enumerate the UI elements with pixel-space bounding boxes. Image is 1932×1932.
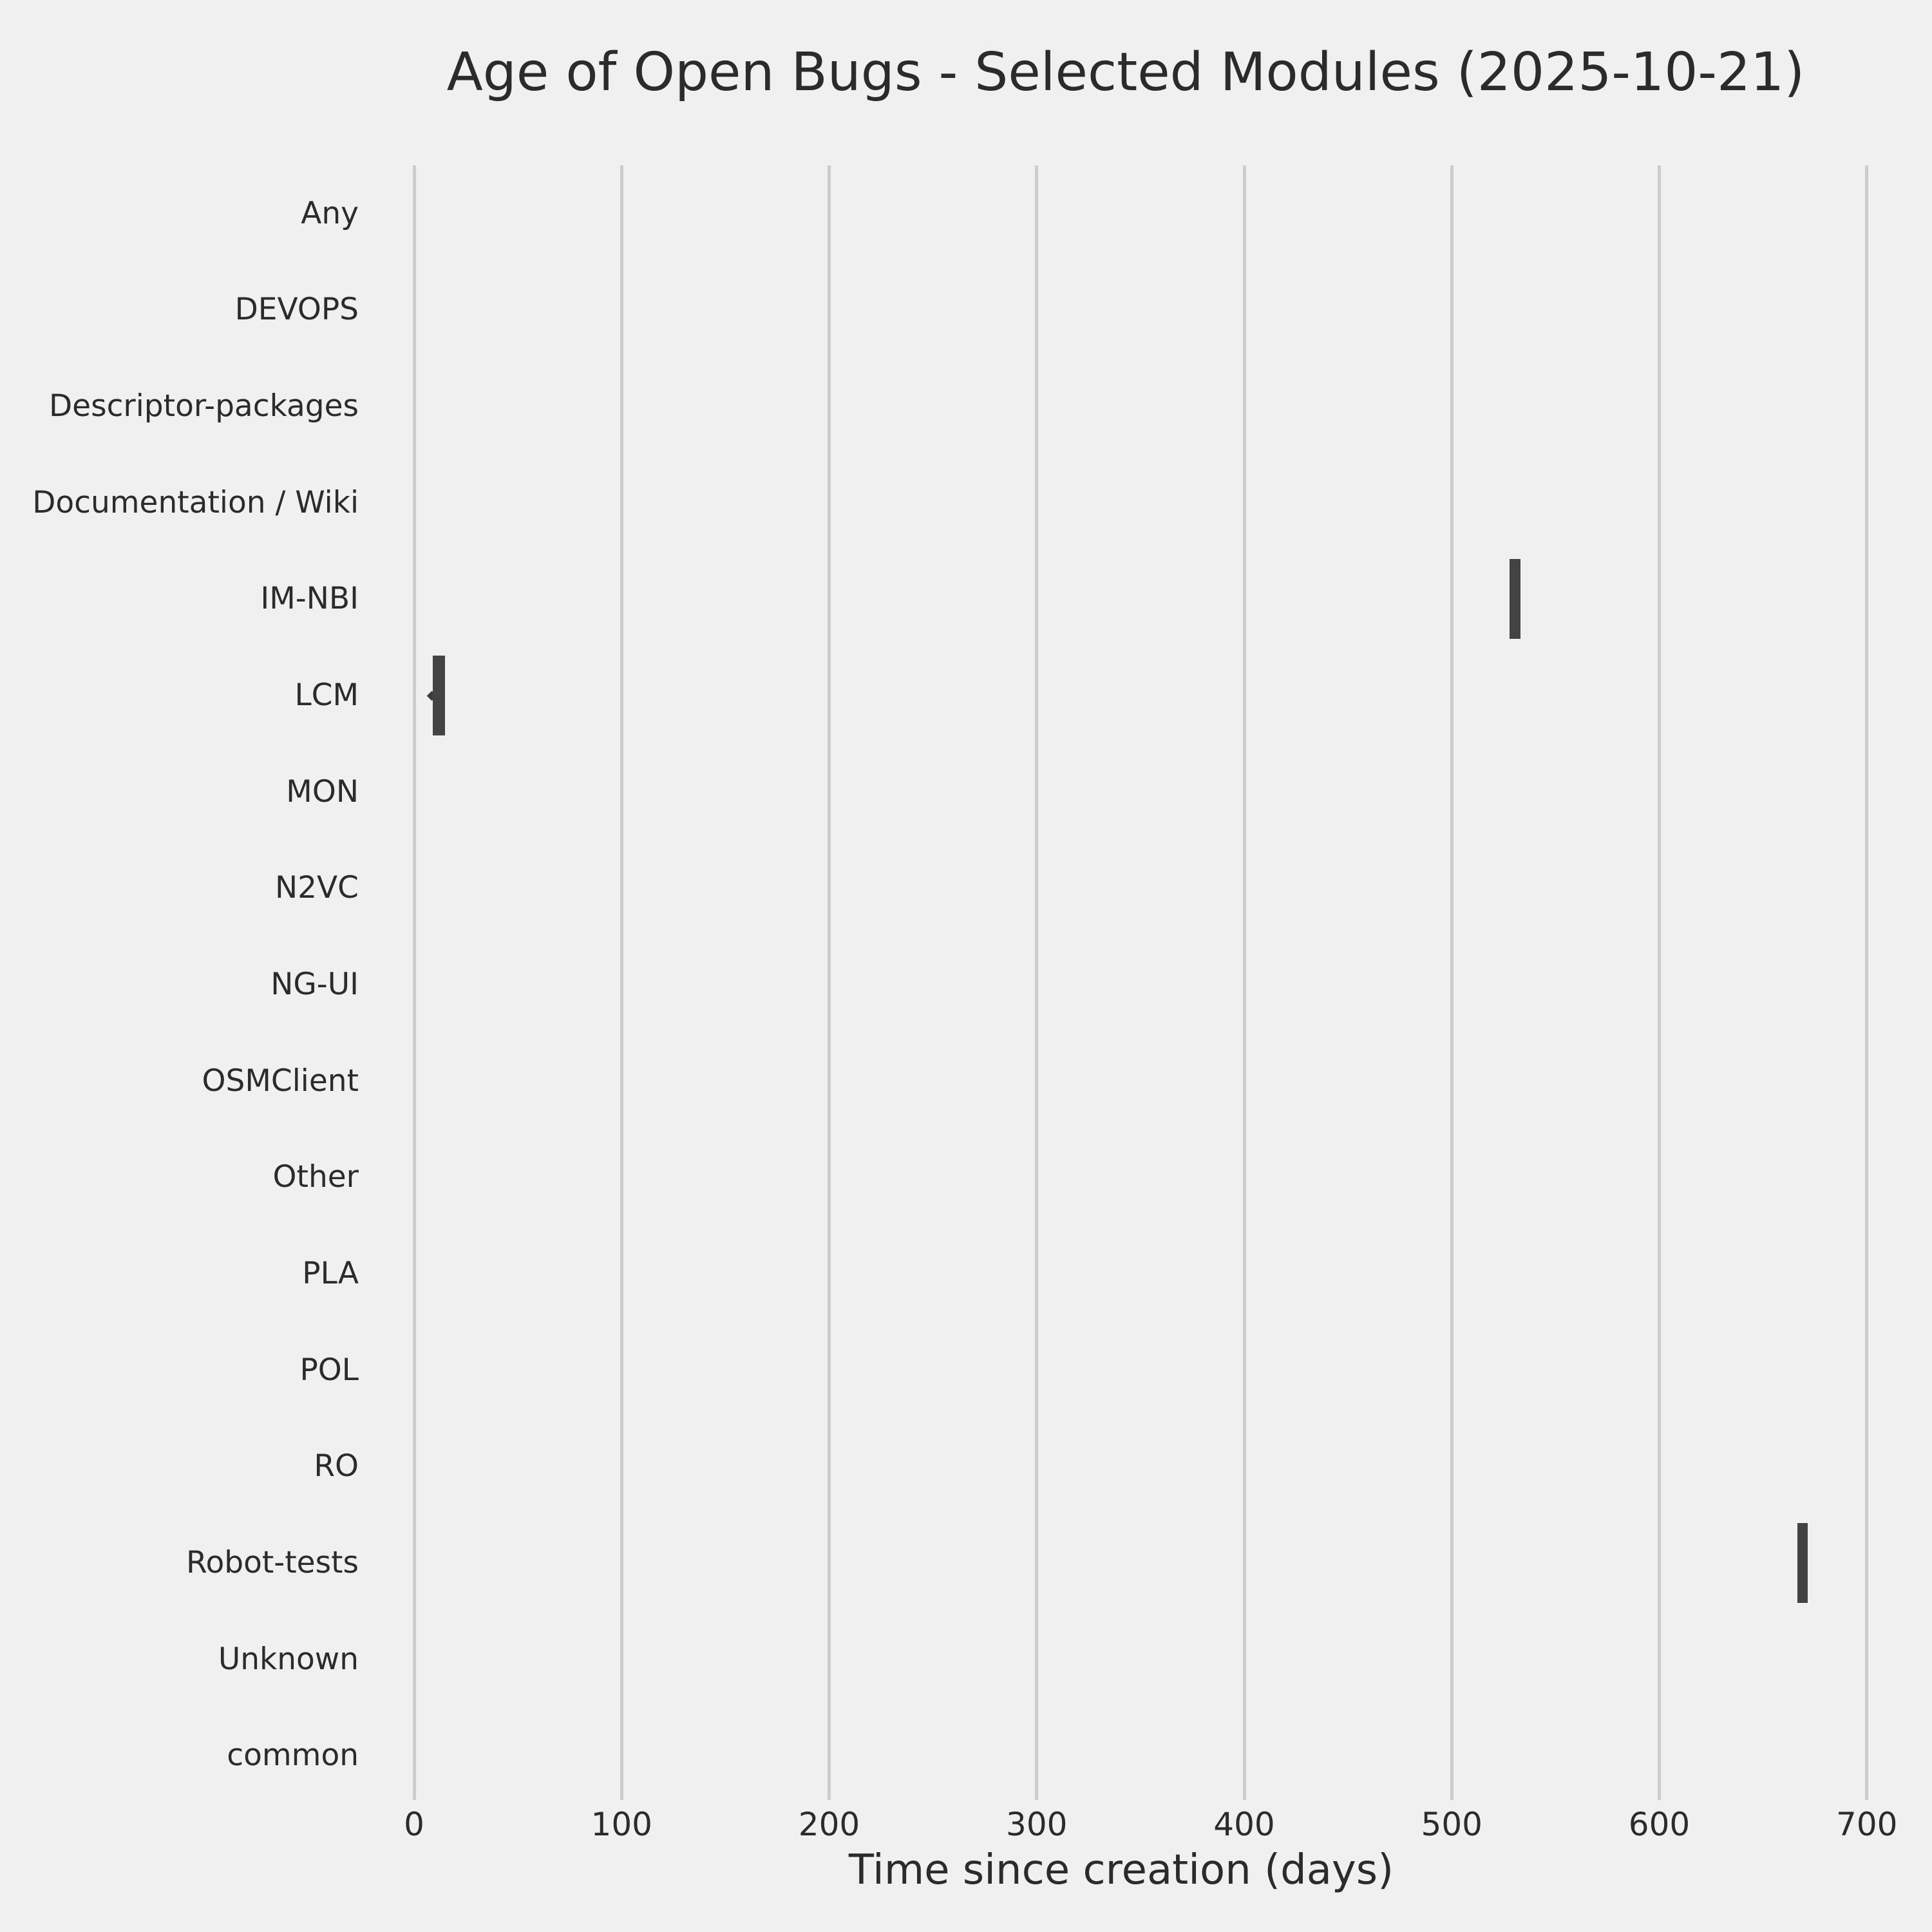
gridline-x-500 xyxy=(1450,166,1454,1800)
x-tick-label-100: 100 xyxy=(591,1806,652,1843)
gridline-x-0 xyxy=(412,166,416,1800)
x-axis-label: Time since creation (days) xyxy=(848,1846,1394,1894)
x-tick-label-0: 0 xyxy=(404,1806,424,1843)
chart-title: Age of Open Bugs - Selected Modules (202… xyxy=(446,42,1805,103)
y-tick-label-documentation-wiki: Documentation / Wiki xyxy=(32,484,359,520)
x-tick-label-300: 300 xyxy=(1006,1806,1068,1843)
y-tick-label-pol: POL xyxy=(299,1352,359,1388)
box-lcm xyxy=(433,656,446,735)
y-tick-label-any: Any xyxy=(301,195,359,231)
x-tick-label-500: 500 xyxy=(1421,1806,1482,1843)
y-tick-label-other: Other xyxy=(272,1159,359,1195)
gridline-x-200 xyxy=(828,166,831,1800)
y-tick-label-im-nbi: IM-NBI xyxy=(260,581,359,617)
gridline-x-300 xyxy=(1035,166,1039,1800)
y-tick-label-descriptor-packages: Descriptor-packages xyxy=(48,388,359,424)
box-im-nbi xyxy=(1510,559,1520,639)
y-tick-label-ng-ui: NG-UI xyxy=(270,967,359,1003)
x-tick-label-200: 200 xyxy=(798,1806,860,1843)
x-tick-label-400: 400 xyxy=(1213,1806,1275,1843)
gridline-x-100 xyxy=(620,166,623,1800)
x-tick-label-700: 700 xyxy=(1836,1806,1898,1843)
y-tick-label-robot-tests: Robot-tests xyxy=(185,1545,359,1581)
gridline-x-700 xyxy=(1865,166,1869,1800)
y-tick-label-lcm: LCM xyxy=(294,677,359,713)
y-tick-label-devops: DEVOPS xyxy=(234,292,359,328)
x-tick-label-600: 600 xyxy=(1628,1806,1690,1843)
y-tick-label-ro: RO xyxy=(314,1448,359,1484)
gridline-x-400 xyxy=(1242,166,1246,1800)
y-tick-label-mon: MON xyxy=(286,773,359,810)
y-tick-label-common: common xyxy=(227,1738,359,1774)
gridline-x-600 xyxy=(1658,166,1661,1800)
box-robot-tests xyxy=(1797,1523,1808,1604)
y-tick-label-osmclient: OSMClient xyxy=(202,1063,359,1099)
y-tick-label-n2vc: N2VC xyxy=(274,870,359,906)
y-tick-label-unknown: Unknown xyxy=(218,1641,359,1677)
y-tick-label-pla: PLA xyxy=(302,1256,359,1292)
